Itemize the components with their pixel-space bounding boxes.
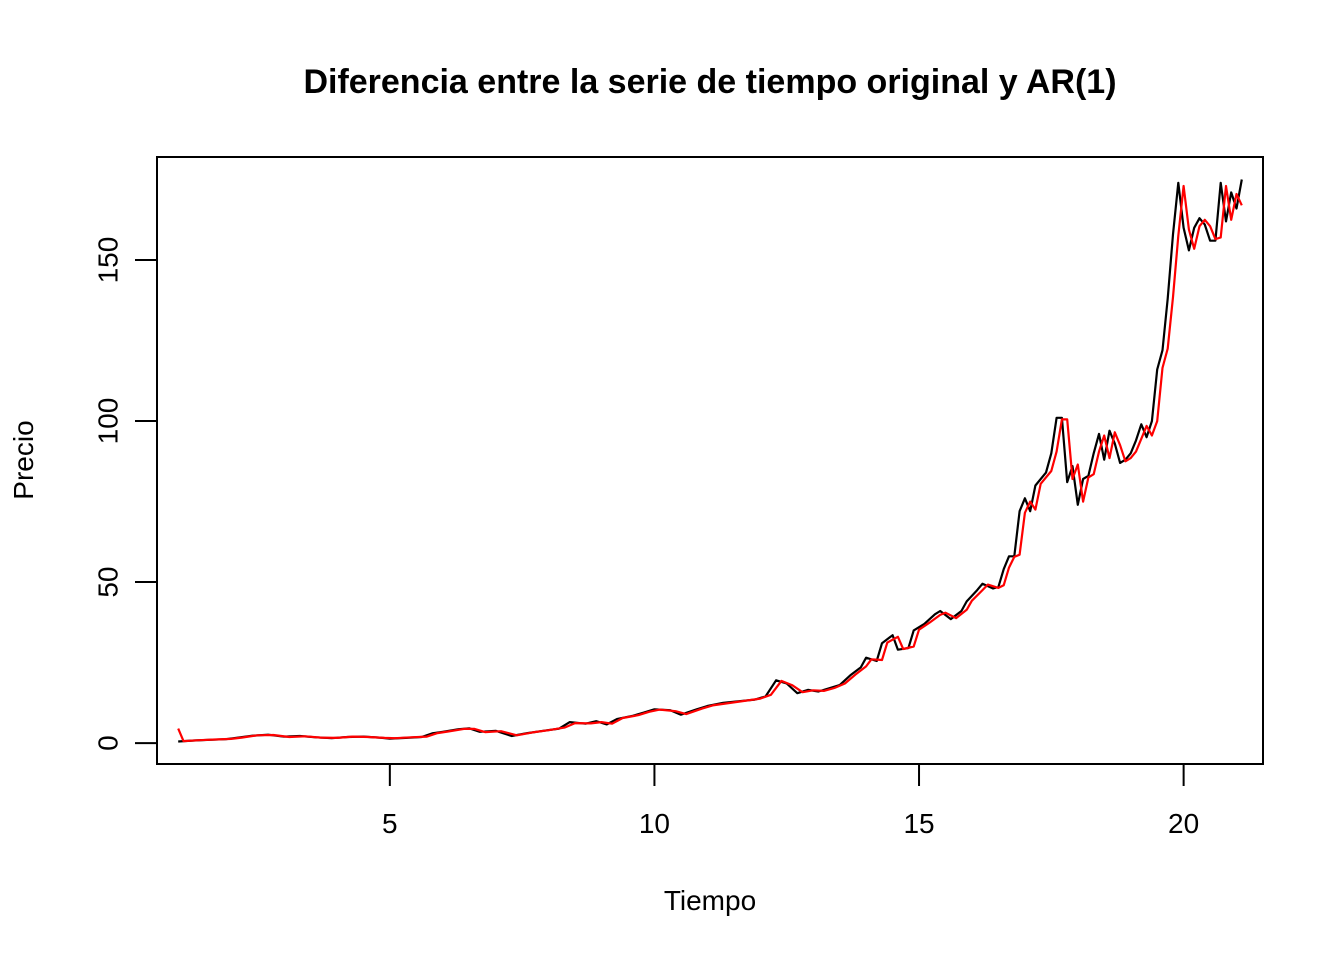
x-tick-label: 20 bbox=[1168, 808, 1199, 839]
y-tick-label: 150 bbox=[93, 237, 124, 284]
y-tick-label: 100 bbox=[93, 398, 124, 445]
x-axis: 5 10 15 20 bbox=[382, 763, 1199, 839]
series-line-1 bbox=[178, 179, 1243, 743]
x-tick-label: 5 bbox=[382, 808, 398, 839]
series-line-2 bbox=[177, 184, 1243, 743]
x-tick-label: 10 bbox=[639, 808, 670, 839]
x-axis-label: Tiempo bbox=[664, 885, 756, 916]
series-layer bbox=[177, 179, 1243, 743]
y-axis-label: Precio bbox=[8, 420, 39, 499]
y-tick-label: 50 bbox=[93, 566, 124, 597]
y-tick-label: 0 bbox=[93, 735, 124, 751]
x-tick-label: 15 bbox=[903, 808, 934, 839]
chart-title: Diferencia entre la serie de tiempo orig… bbox=[303, 63, 1116, 101]
y-axis: 0 50 100 150 bbox=[93, 237, 158, 751]
